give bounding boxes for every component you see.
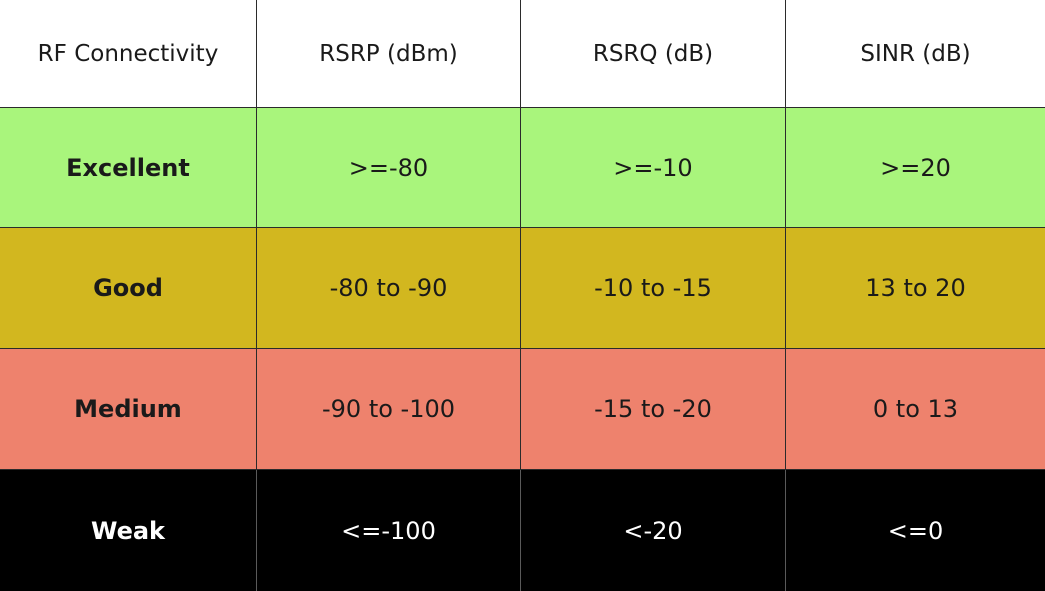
cell-medium-rsrp: -90 to -100 xyxy=(256,349,520,470)
cell-excellent-rsrq: >=-10 xyxy=(520,108,785,228)
row-label-weak: Weak xyxy=(0,470,256,591)
row-label-good: Good xyxy=(0,228,256,349)
cell-weak-rsrq: <-20 xyxy=(520,470,785,591)
row-label-medium: Medium xyxy=(0,349,256,470)
cell-weak-sinr: <=0 xyxy=(785,470,1045,591)
cell-medium-sinr: 0 to 13 xyxy=(785,349,1045,470)
cell-good-rsrp: -80 to -90 xyxy=(256,228,520,349)
cell-weak-rsrp: <=-100 xyxy=(256,470,520,591)
header-sinr: SINR (dB) xyxy=(785,0,1045,108)
header-rf-connectivity: RF Connectivity xyxy=(0,0,256,108)
header-rsrq: RSRQ (dB) xyxy=(520,0,785,108)
cell-good-sinr: 13 to 20 xyxy=(785,228,1045,349)
cell-medium-rsrq: -15 to -20 xyxy=(520,349,785,470)
cell-good-rsrq: -10 to -15 xyxy=(520,228,785,349)
header-rsrp: RSRP (dBm) xyxy=(256,0,520,108)
row-label-excellent: Excellent xyxy=(0,108,256,228)
cell-excellent-rsrp: >=-80 xyxy=(256,108,520,228)
cell-excellent-sinr: >=20 xyxy=(785,108,1045,228)
